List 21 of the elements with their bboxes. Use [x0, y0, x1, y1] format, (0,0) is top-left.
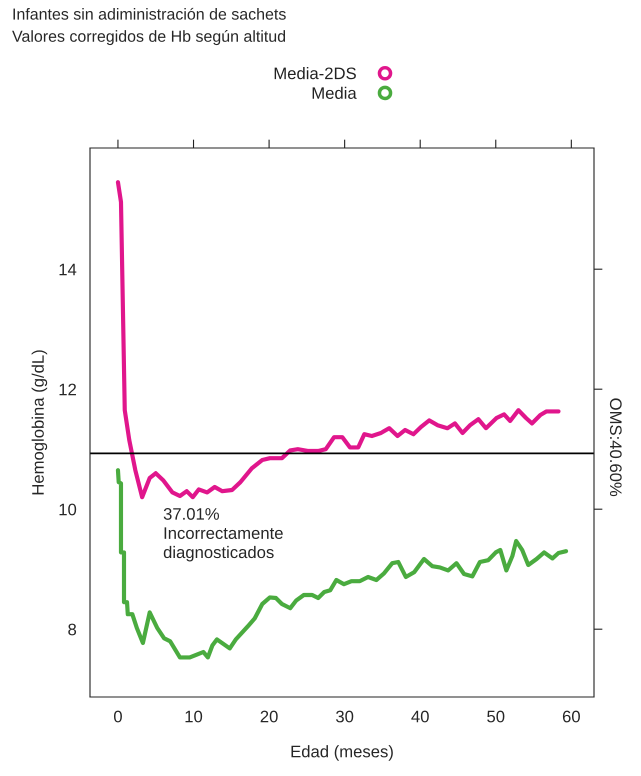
legend-label: Media-2DS [274, 67, 356, 80]
y-axis-title: Hemoglobina (g/dL) [32, 350, 48, 494]
x-tick-label: 30 [336, 710, 354, 722]
y-tick-label: 14 [60, 264, 76, 276]
text: OMS:40.60% [610, 398, 622, 496]
x-tick-label: 20 [260, 710, 278, 722]
y-tick-label: 8 [68, 624, 76, 636]
x-axis-title: Edad (meses) [292, 745, 393, 761]
x-tick-label: 0 [114, 710, 122, 722]
line-series [116, 180, 561, 500]
x-tick-label: 60 [562, 710, 580, 722]
legend-label: Media [312, 86, 357, 99]
x-tick-label: 50 [487, 710, 504, 722]
line-series [116, 468, 568, 660]
annotation: 37.01% Incorrectamente diagnosticados [164, 508, 283, 562]
x-tick-label: 10 [186, 710, 202, 722]
y-tick-label: 10 [60, 504, 76, 516]
y-tick-label: 12 [60, 384, 76, 396]
chart-subtitle: Valores corregidos de Hb según altitud [12, 30, 286, 46]
x-tick-label: 40 [411, 710, 429, 722]
chart-title: Infantes sin adiministración de sachets [13, 8, 286, 20]
